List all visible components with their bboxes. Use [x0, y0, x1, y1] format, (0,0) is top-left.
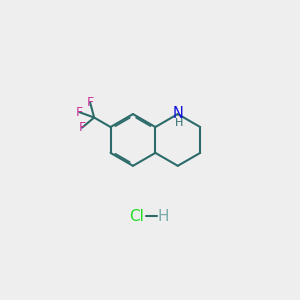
Text: N: N — [172, 106, 183, 121]
Text: Cl: Cl — [129, 209, 144, 224]
Text: F: F — [86, 96, 94, 109]
Text: H: H — [157, 209, 169, 224]
Text: F: F — [76, 106, 83, 119]
Text: H: H — [175, 118, 183, 128]
Text: F: F — [79, 121, 86, 134]
